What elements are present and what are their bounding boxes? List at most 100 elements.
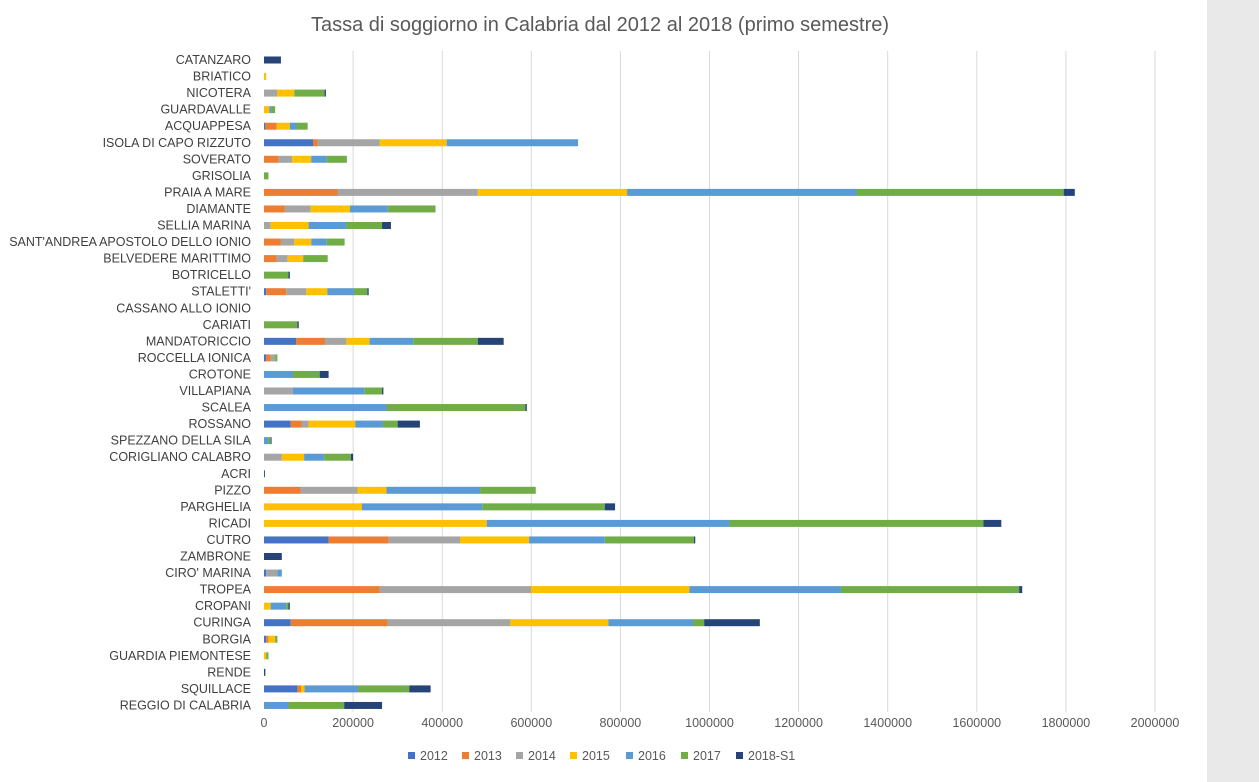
bar-segment xyxy=(270,437,272,445)
category-label: PARGHELIA xyxy=(180,500,251,514)
category-label: CROTONE xyxy=(189,367,251,381)
bar-segment xyxy=(264,635,267,643)
bar-segment xyxy=(271,106,276,114)
category-label: VILLAPIANA xyxy=(179,384,251,398)
bar-segment xyxy=(288,271,290,279)
bar-segment xyxy=(379,139,447,147)
bar-segment xyxy=(704,619,760,627)
bar-segment xyxy=(357,486,387,494)
legend-swatch xyxy=(626,752,633,759)
bar-segment xyxy=(529,536,605,544)
bar-segment xyxy=(264,652,267,660)
legend-label: 2018-S1 xyxy=(748,749,795,763)
category-label: BORGIA xyxy=(202,632,251,646)
bar-segment xyxy=(264,122,266,130)
category-label: CASSANO ALLO IONIO xyxy=(116,301,251,315)
category-label: GUARDAVALLE xyxy=(160,103,251,117)
category-label: TROPEA xyxy=(200,583,252,597)
bar-segment xyxy=(264,519,487,527)
category-label: ROCCELLA IONICA xyxy=(138,351,252,365)
bar-segment xyxy=(266,652,269,660)
legend-label: 2015 xyxy=(582,749,610,763)
bar-segment xyxy=(608,619,694,627)
bar-segment xyxy=(264,73,267,81)
bar-segment xyxy=(369,337,414,345)
bar-segment xyxy=(264,155,279,163)
bar-segment xyxy=(379,586,532,594)
category-label: CATANZARO xyxy=(176,53,252,67)
x-tick-label: 1200000 xyxy=(774,716,823,730)
category-label: SQUILLACE xyxy=(181,682,251,696)
legend-label: 2013 xyxy=(474,749,502,763)
x-tick-label: 200000 xyxy=(332,716,374,730)
bar-segment xyxy=(275,354,278,362)
bar-segment xyxy=(346,337,370,345)
bar-segment xyxy=(364,387,383,395)
category-label: BOTRICELLO xyxy=(172,268,251,282)
chart-title: Tassa di soggiorno in Calabria dal 2012 … xyxy=(311,14,889,36)
legend: 2012 2013 2014 2015 2016 2017 2018-S1 xyxy=(408,749,795,763)
bar-segment xyxy=(353,288,368,296)
bar-segment xyxy=(386,486,481,494)
category-label: ROSSANO xyxy=(188,417,251,431)
bar-segment xyxy=(362,503,483,511)
bar-segment xyxy=(277,89,295,97)
bar-segment xyxy=(382,420,398,428)
legend-swatch xyxy=(462,752,469,759)
x-tick-label: 1600000 xyxy=(952,716,1001,730)
category-label: ZAMBRONE xyxy=(180,550,251,564)
x-axis-tick-labels: 0 200000 400000 600000 800000 1000000 1200000 1… xyxy=(261,716,1180,730)
bar-segment xyxy=(266,288,287,296)
bar-segment xyxy=(264,420,291,428)
bar-segment xyxy=(311,155,327,163)
bar-segment xyxy=(397,420,420,428)
bar-segment xyxy=(460,536,530,544)
category-label: CURINGA xyxy=(193,616,251,630)
bar-segment xyxy=(355,420,383,428)
bar-segment xyxy=(264,106,270,114)
bar-segment xyxy=(477,188,628,196)
category-label: GRISOLIA xyxy=(192,169,252,183)
bar-segment xyxy=(264,188,338,196)
legend-swatch xyxy=(516,752,523,759)
bar-segment xyxy=(327,288,354,296)
bar-segment xyxy=(306,288,328,296)
category-label: PIZZO xyxy=(214,483,251,497)
bar-segment xyxy=(300,685,305,693)
bar-segment xyxy=(264,321,298,329)
bar-segment xyxy=(296,337,326,345)
bar-segment xyxy=(604,503,616,511)
bar-segment xyxy=(308,222,347,229)
bar-segment xyxy=(281,453,305,461)
bar-segment xyxy=(288,701,345,709)
category-label: GUARDIA PIEMONTESE xyxy=(109,649,251,663)
category-label: BRIATICO xyxy=(193,70,251,84)
bar-segment xyxy=(264,337,297,345)
bar-segment xyxy=(413,337,478,345)
bar-segment xyxy=(264,288,267,296)
bar-segment xyxy=(729,519,984,527)
bar-segment xyxy=(317,139,380,147)
bar-segment xyxy=(344,701,383,709)
bar-segment xyxy=(268,437,271,445)
bar-segment xyxy=(264,56,281,64)
legend-label: 2017 xyxy=(693,749,721,763)
bar-segment xyxy=(275,635,278,643)
category-label: SPEZZANO DELLA SILA xyxy=(111,434,252,448)
bar-segment xyxy=(290,619,388,627)
bar-segment xyxy=(264,701,289,709)
bar-segment xyxy=(278,155,293,163)
bar-segment xyxy=(264,89,278,97)
bar-segment xyxy=(300,486,358,494)
bar-segment xyxy=(264,354,267,362)
bar-segment xyxy=(1063,188,1075,196)
bar-segment xyxy=(386,404,526,412)
bar-segment xyxy=(303,255,328,263)
legend-label: 2014 xyxy=(528,749,556,763)
category-label: RENDE xyxy=(207,665,251,679)
bar-segment xyxy=(482,503,605,511)
category-label: SELLIA MARINA xyxy=(157,219,251,233)
bar-chart: Tassa di soggiorno in Calabria dal 2012 … xyxy=(9,14,1180,763)
bar-segment xyxy=(294,89,325,97)
category-label: BELVEDERE MARITTIMO xyxy=(103,252,251,266)
